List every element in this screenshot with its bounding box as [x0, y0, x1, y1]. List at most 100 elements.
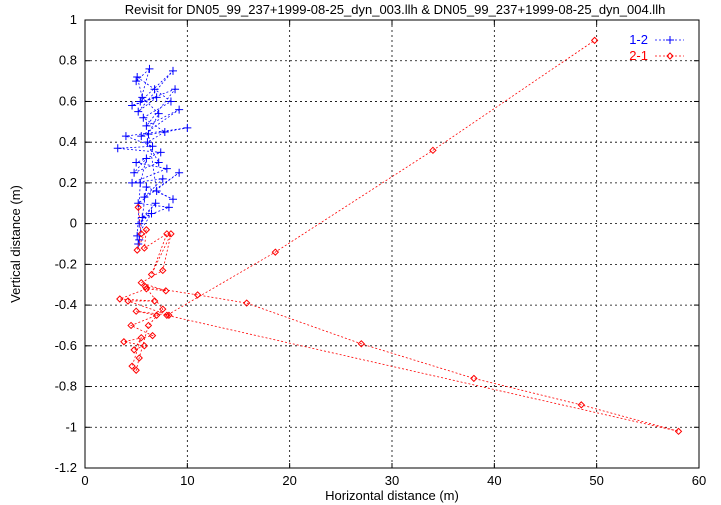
- x-tick-label: 60: [692, 473, 706, 488]
- data-point: [135, 354, 143, 362]
- data-point: [148, 142, 157, 151]
- data-point: [169, 195, 178, 204]
- data-point: [134, 107, 143, 116]
- series-2-1: [116, 36, 683, 436]
- y-tick-label: 1: [70, 12, 77, 27]
- y-axis-label: Vertical distance (m): [8, 185, 23, 303]
- y-tick-label: 0.6: [59, 93, 77, 108]
- data-point: [128, 178, 137, 187]
- data-point: [590, 36, 599, 45]
- series-layer: [113, 36, 683, 436]
- data-point: [130, 346, 138, 354]
- y-tick-label: -0.4: [55, 297, 77, 312]
- data-point: [470, 374, 478, 383]
- y-tick-label: -0.6: [55, 338, 77, 353]
- data-point: [144, 130, 153, 139]
- data-point: [145, 64, 154, 73]
- data-point: [120, 338, 128, 346]
- data-point: [138, 93, 147, 102]
- data-point: [147, 270, 156, 279]
- x-tick-label: 50: [589, 473, 603, 488]
- data-point: [150, 85, 159, 94]
- data-point: [166, 97, 175, 106]
- data-point: [162, 287, 170, 295]
- data-point: [137, 278, 145, 287]
- legend-label: 1-2: [629, 32, 648, 47]
- data-point: [133, 73, 142, 82]
- data-point: [142, 226, 151, 234]
- y-tick-label: 0.4: [59, 134, 77, 149]
- data-point: [150, 297, 159, 305]
- x-tick-label: 20: [282, 473, 296, 488]
- data-point: [144, 321, 153, 330]
- data-point: [116, 295, 124, 303]
- data-point: [165, 311, 173, 319]
- axis-ticks: 0 10 20 30 40 50 60 -1.2 -1 -0.8 -0.6 -0.4 -0.2 0 0.2 0…: [55, 12, 707, 488]
- data-point: [137, 132, 146, 141]
- data-point: [154, 109, 163, 118]
- data-point: [171, 85, 180, 94]
- data-point: [151, 199, 160, 208]
- data-point: [137, 230, 145, 238]
- data-point: [127, 321, 135, 330]
- data-point: [164, 203, 173, 212]
- data-point: [159, 266, 167, 275]
- data-point: [139, 113, 148, 122]
- data-point: [128, 362, 136, 370]
- data-point: [156, 148, 165, 157]
- x-axis-label: Horizontal distance (m): [325, 488, 459, 503]
- y-tick-label: -0.2: [55, 256, 77, 271]
- data-point: [357, 340, 366, 348]
- data-point: [242, 299, 251, 307]
- data-point: [154, 158, 163, 167]
- data-point: [128, 101, 137, 110]
- series-1-2: [113, 64, 192, 248]
- data-point: [136, 97, 145, 106]
- y-tick-label: 0: [70, 216, 77, 231]
- data-point: [140, 342, 149, 350]
- data-point: [158, 174, 167, 183]
- data-point: [134, 203, 142, 212]
- data-point: [147, 209, 156, 218]
- data-point: [175, 168, 184, 177]
- data-point: [140, 244, 149, 252]
- data-point: [169, 66, 178, 75]
- series-line: [119, 40, 679, 432]
- legend-label: 2-1: [629, 48, 648, 63]
- x-tick-label: 40: [487, 473, 501, 488]
- x-tick-label: 30: [385, 473, 399, 488]
- data-point: [130, 168, 139, 177]
- x-tick-label: 10: [180, 473, 194, 488]
- data-point: [142, 182, 151, 191]
- data-point: [152, 187, 161, 196]
- data-point: [124, 297, 132, 305]
- data-point: [132, 158, 141, 167]
- data-point: [152, 311, 161, 319]
- data-point: [141, 283, 150, 291]
- data-point: [132, 307, 140, 315]
- grid: [85, 20, 699, 468]
- data-point: [193, 291, 202, 299]
- data-point: [271, 248, 280, 256]
- legend-marker: [666, 36, 674, 44]
- data-point: [134, 199, 143, 208]
- data-point: [113, 144, 122, 153]
- data-point: [132, 77, 141, 86]
- data-point: [142, 285, 151, 293]
- data-point: [175, 105, 184, 114]
- data-point: [134, 240, 143, 248]
- data-point: [138, 213, 147, 222]
- data-point: [121, 132, 130, 141]
- data-point: [143, 138, 152, 147]
- data-point: [183, 123, 192, 132]
- legend-marker: [666, 52, 674, 60]
- y-tick-label: -1: [65, 419, 77, 434]
- data-point: [135, 219, 144, 228]
- legend: 1-22-1: [629, 32, 684, 63]
- data-point: [140, 193, 149, 202]
- data-point: [163, 311, 171, 319]
- data-point: [142, 121, 151, 130]
- data-point: [142, 154, 151, 163]
